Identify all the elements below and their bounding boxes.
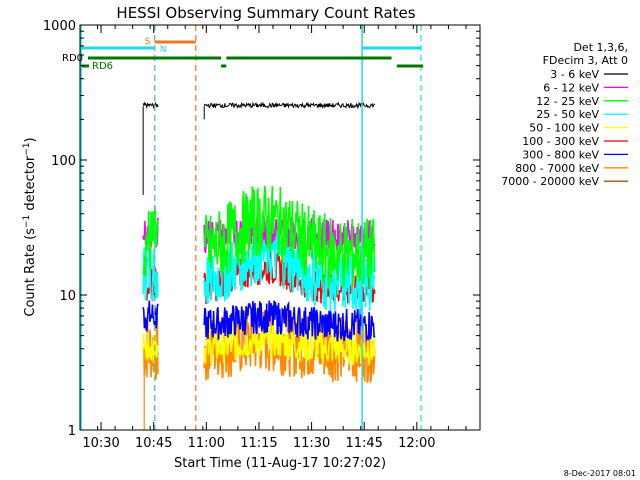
rd0-label: RD0 — [62, 53, 83, 64]
y-tick-label: 10 — [59, 289, 76, 304]
x-tick-label: 10:30 — [82, 436, 119, 451]
series-trace-4 — [203, 323, 376, 366]
legend-label: 25 - 50 keV — [536, 108, 599, 121]
y-tick-label: 100 — [51, 154, 76, 169]
night-label: N — [160, 45, 167, 55]
annotation-layer: RD0 RD6 SN — [62, 25, 424, 430]
data-layer — [142, 101, 376, 430]
legend-label: 12 - 25 keV — [536, 95, 599, 108]
x-tick-label: 12:00 — [398, 436, 435, 451]
legend-header: Det 1,3,6, — [573, 41, 628, 54]
chart-title: HESSI Observing Summary Count Rates — [116, 4, 415, 22]
y-tick-label: 1000 — [43, 19, 76, 34]
series-trace-3 — [142, 247, 159, 301]
footer-date: 8-Dec-2017 08:01 — [564, 469, 636, 478]
legend-label: 100 - 300 keV — [522, 135, 599, 148]
series-trace-3 — [203, 224, 376, 315]
y-tick-label: 1 — [68, 424, 76, 439]
rd6-label: RD6 — [92, 61, 113, 72]
legend-label: 800 - 7000 keV — [515, 162, 599, 175]
x-tick-label: 11:00 — [188, 436, 225, 451]
axis-layer: 1 10 100 1000 10:30 10:45 11:00 11:15 11:30 11:45… — [43, 19, 480, 451]
series-trace-6 — [142, 300, 159, 332]
legend-label: 7000 - 20000 keV — [501, 175, 599, 188]
series-trace-2 — [142, 206, 159, 277]
plot-frame — [79, 24, 481, 431]
series-trace-2 — [203, 185, 376, 288]
series-trace-0 — [142, 101, 159, 110]
series-trace-0 — [203, 101, 376, 110]
legend-label: 6 - 12 keV — [543, 81, 599, 94]
saa-label: S — [145, 37, 151, 47]
x-tick-label: 11:45 — [345, 436, 382, 451]
legend-label: 300 - 800 keV — [522, 148, 599, 161]
x-axis-label: Start Time (11-Aug-17 10:27:02) — [174, 456, 386, 471]
legend-header: FDecim 3, Att 0 — [543, 54, 628, 67]
series-trace-4 — [142, 332, 159, 363]
legend-label: 3 - 6 keV — [550, 68, 599, 81]
x-tick-label: 11:30 — [293, 436, 330, 451]
x-tick-label: 11:15 — [240, 436, 277, 451]
y-axis-label: Count Rate (s−1 detector−1) — [22, 137, 38, 316]
legend-label: 50 - 100 keV — [529, 122, 599, 135]
x-tick-label: 10:45 — [135, 436, 172, 451]
series-trace-6 — [203, 300, 376, 343]
